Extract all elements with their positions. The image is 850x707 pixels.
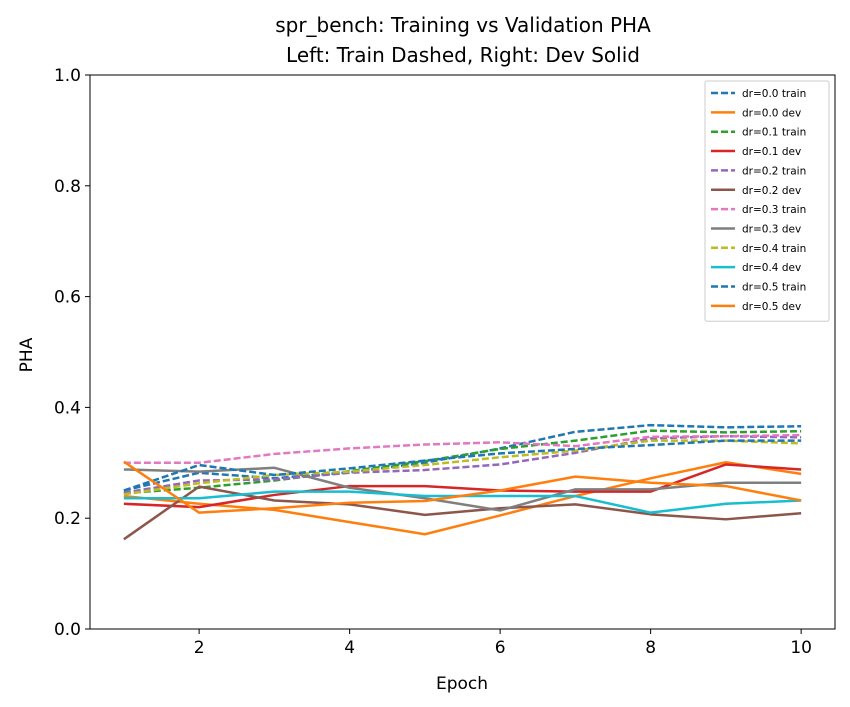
- legend-label-1: dr=0.0 dev: [742, 107, 801, 119]
- legend-label-5: dr=0.2 dev: [742, 185, 801, 197]
- y-axis-ticks: 0.0 0.2 0.4 0.6 0.8 1.0: [54, 66, 90, 640]
- x-tick-label-3: 8: [645, 638, 656, 658]
- plot-lines: [123, 423, 802, 541]
- y-tick-label-4: 0.8: [54, 177, 81, 197]
- legend-label-0: dr=0.0 train: [742, 88, 806, 100]
- y-tick-label-3: 0.6: [54, 288, 81, 308]
- plot-area-frame: [89, 74, 836, 630]
- series-line-6: [123, 433, 802, 465]
- legend-label-7: dr=0.3 dev: [742, 223, 801, 235]
- series-line-5: [123, 485, 802, 541]
- series-line-7: [123, 466, 802, 512]
- legend-label-2: dr=0.1 train: [742, 127, 806, 139]
- legend-label-8: dr=0.4 train: [742, 243, 806, 255]
- legend-label-11: dr=0.5 dev: [742, 301, 801, 313]
- legend: dr=0.0 train dr=0.0 dev dr=0.1 train dr=0.1…: [704, 80, 830, 322]
- series-line-2: [123, 429, 802, 495]
- x-axis-ticks: 2 4 6 8 10: [194, 629, 812, 658]
- y-tick-label-2: 0.4: [54, 398, 81, 418]
- chart-title: spr_bench: Training vs Validation PHA: [275, 13, 651, 37]
- series-line-10: [123, 439, 802, 492]
- y-axis-label: PHA: [17, 337, 37, 372]
- legend-frame: [704, 80, 830, 322]
- legend-label-4: dr=0.2 train: [742, 165, 806, 177]
- series-line-3: [123, 463, 802, 509]
- series-line-11: [123, 460, 802, 514]
- x-tick-label-4: 10: [790, 638, 812, 658]
- series-line-1: [123, 461, 802, 536]
- x-axis-label: Epoch: [436, 674, 488, 694]
- legend-label-6: dr=0.3 train: [742, 204, 806, 216]
- y-tick-label-0: 0.0: [54, 620, 81, 640]
- x-tick-label-0: 2: [194, 638, 205, 658]
- legend-label-3: dr=0.1 dev: [742, 146, 801, 158]
- y-tick-label-1: 0.2: [54, 509, 81, 529]
- series-line-8: [123, 439, 802, 496]
- y-tick-label-5: 1.0: [54, 66, 81, 86]
- legend-label-10: dr=0.5 train: [742, 282, 806, 294]
- x-tick-label-1: 4: [344, 638, 355, 658]
- x-tick-label-2: 6: [495, 638, 506, 658]
- chart-subtitle: Left: Train Dashed, Right: Dev Solid: [286, 43, 640, 67]
- legend-label-9: dr=0.4 dev: [742, 262, 801, 274]
